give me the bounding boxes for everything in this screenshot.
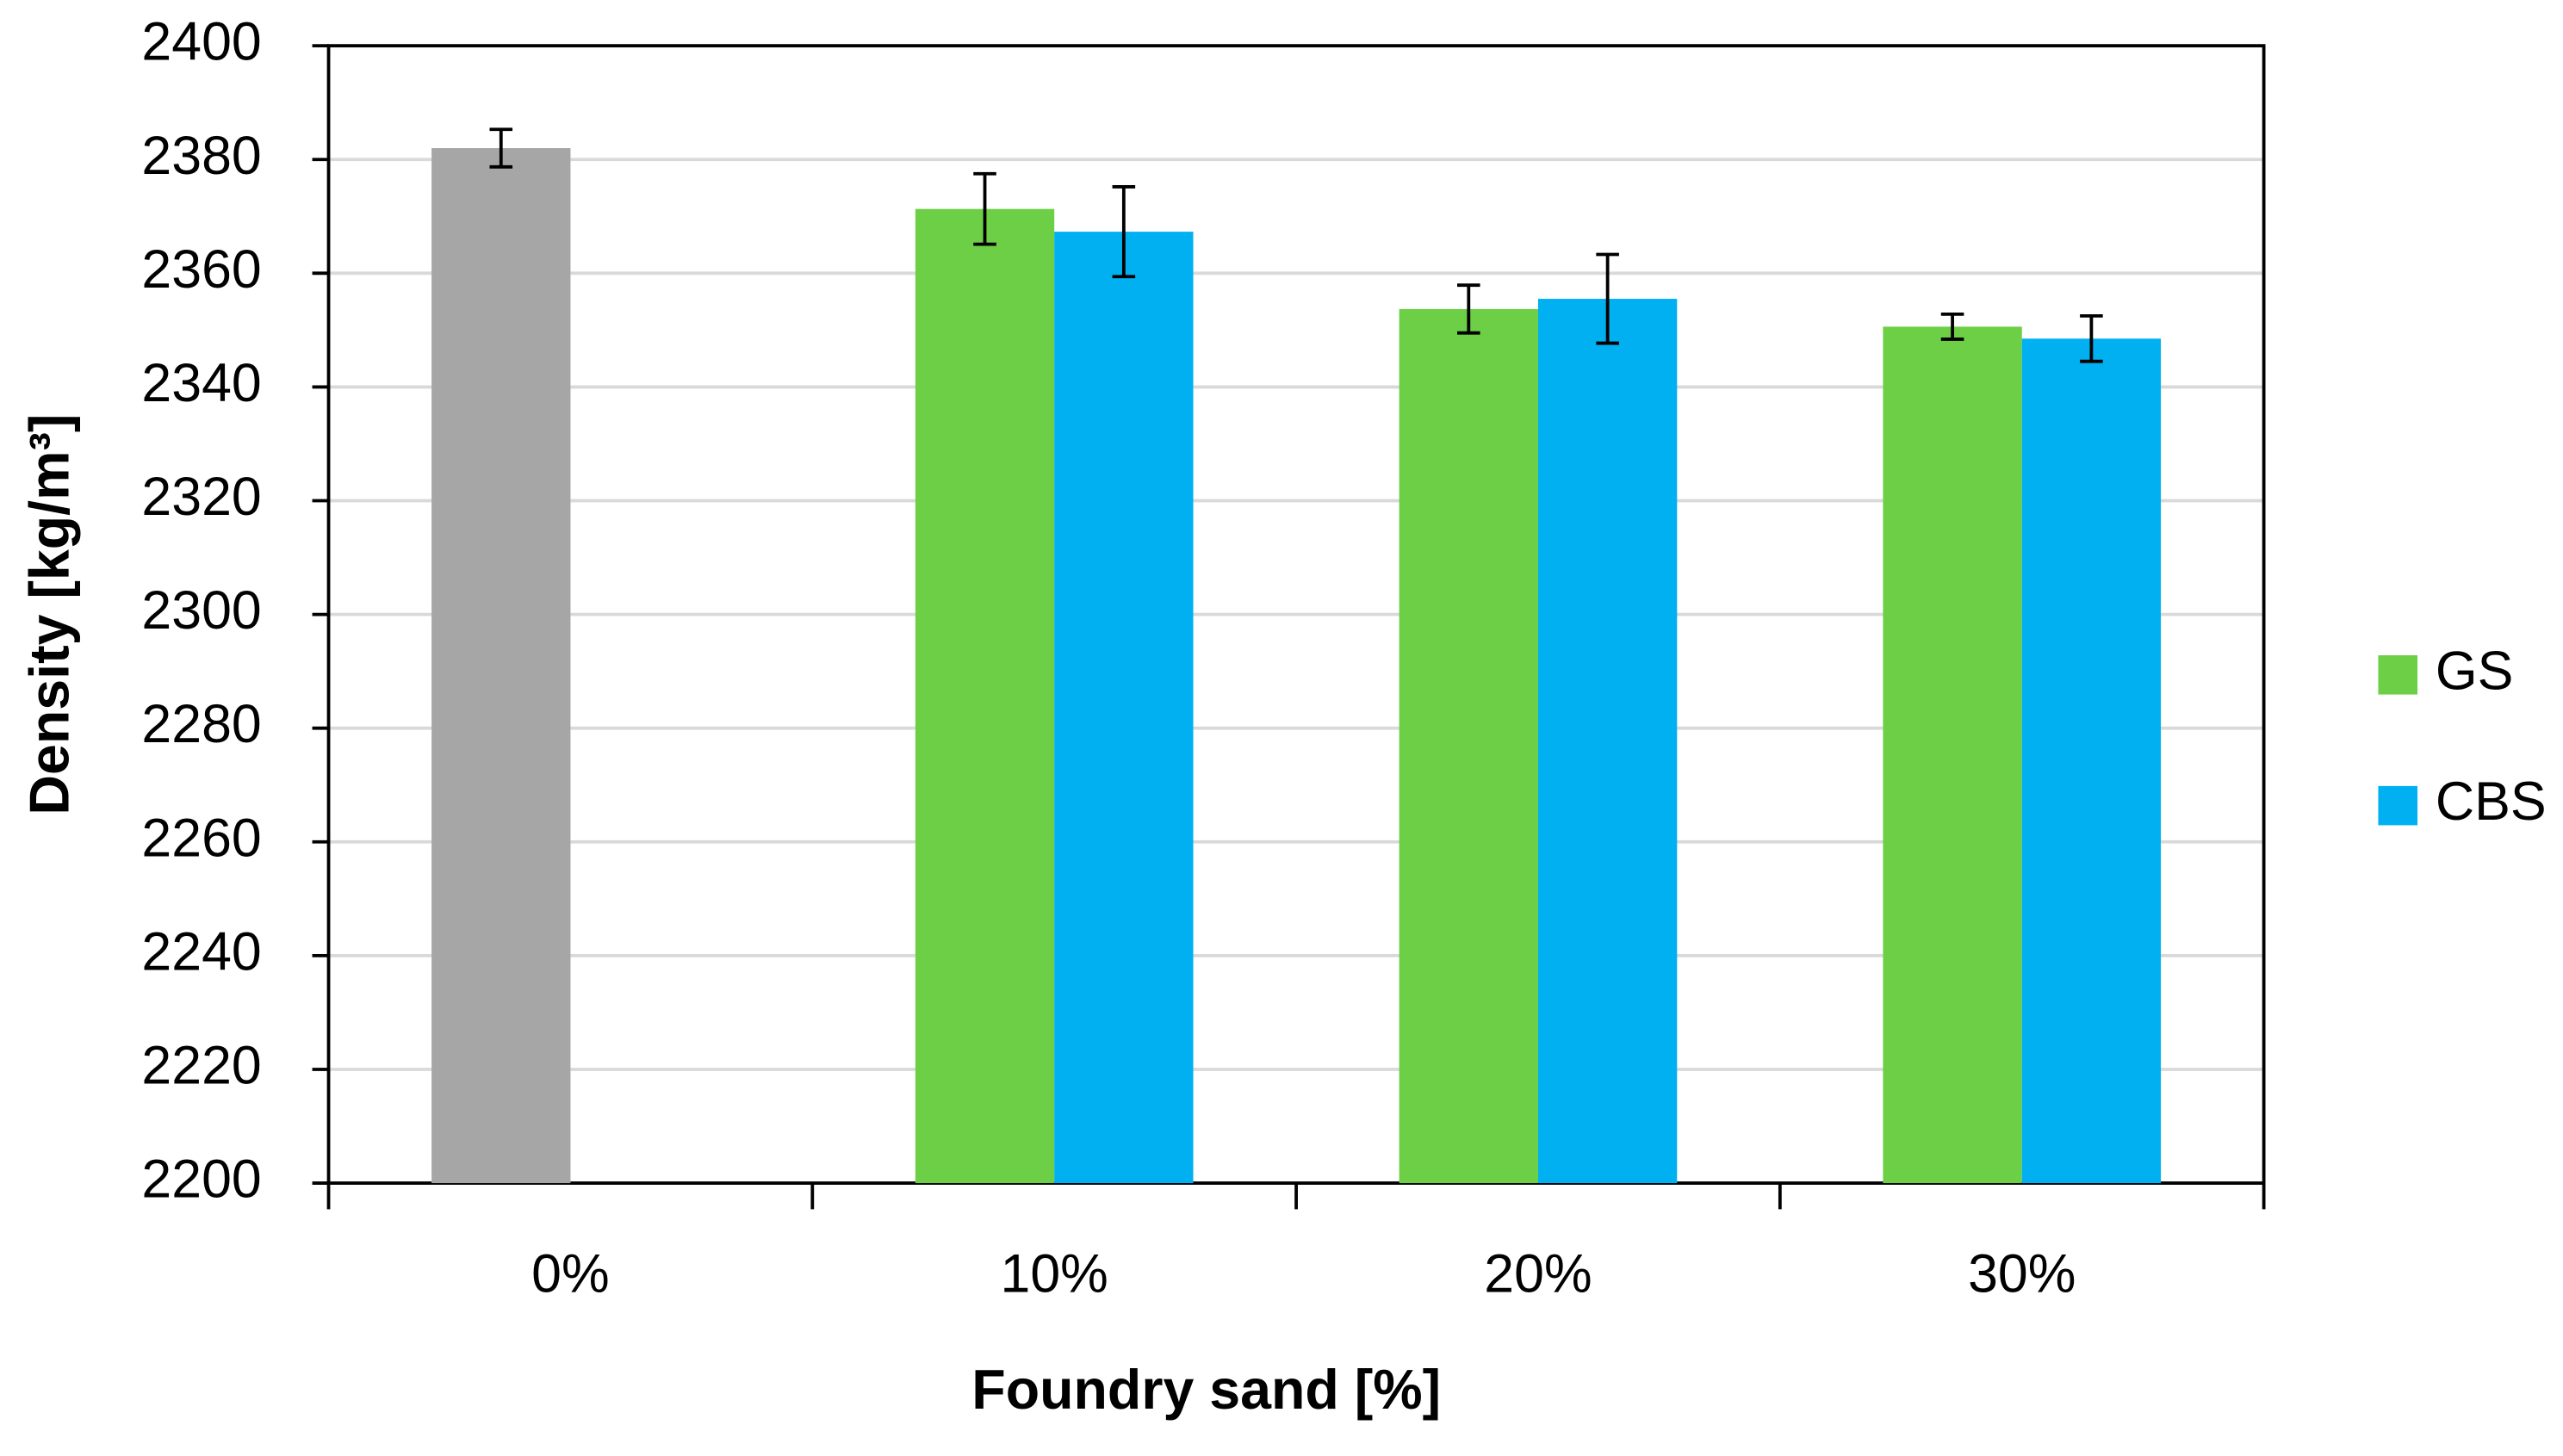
y-tick-label: 2360 — [141, 239, 261, 300]
y-tick-label: 2320 — [141, 467, 261, 527]
y-tick-label: 2240 — [141, 921, 261, 982]
y-tick-label: 2380 — [141, 126, 261, 186]
x-axis-title: Foundry sand [%] — [971, 1359, 1441, 1421]
bar — [915, 208, 1055, 1184]
y-tick-label: 2260 — [141, 808, 261, 868]
bar — [1883, 326, 2022, 1184]
error-bar — [973, 171, 996, 246]
error-bar — [1940, 312, 1964, 341]
y-tick-label: 2300 — [141, 580, 261, 641]
error-bar — [489, 127, 513, 169]
bar — [1399, 308, 1538, 1184]
x-tick-label: 30% — [1968, 1244, 2076, 1304]
legend-label: CBS — [2436, 771, 2547, 832]
y-tick-label: 2220 — [141, 1036, 261, 1096]
legend-swatch — [2378, 655, 2418, 695]
x-tick-label: 10% — [1001, 1244, 1108, 1304]
bar — [431, 148, 571, 1184]
error-bar — [1112, 185, 1136, 279]
legend-label: GS — [2436, 641, 2513, 701]
y-tick-label: 2280 — [141, 694, 261, 754]
y-tick-label: 2200 — [141, 1149, 261, 1210]
y-axis-title: Density [kg/m³] — [19, 414, 81, 815]
error-bar — [1596, 252, 1619, 345]
legend-swatch — [2378, 785, 2418, 826]
y-tick-label: 2340 — [141, 353, 261, 413]
bar — [2021, 338, 2162, 1184]
bar — [1054, 232, 1194, 1184]
x-tick-label: 20% — [1484, 1244, 1592, 1304]
error-bar — [1457, 283, 1480, 335]
x-tick-label: 0% — [531, 1244, 609, 1304]
error-bar — [2080, 313, 2103, 363]
y-tick-label: 2400 — [141, 12, 261, 72]
bar — [1537, 299, 1678, 1184]
